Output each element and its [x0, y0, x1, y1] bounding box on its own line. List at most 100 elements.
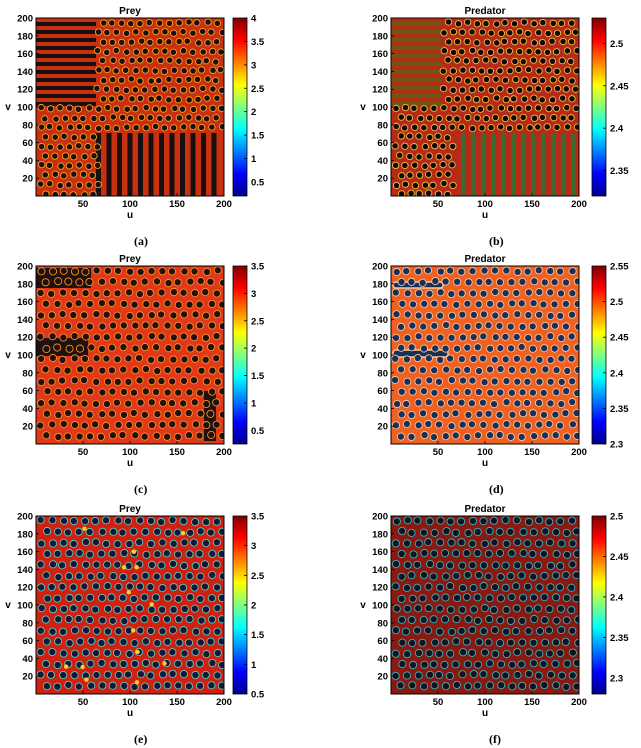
spot: [452, 388, 461, 397]
spot: [123, 105, 131, 113]
spot: [398, 172, 406, 180]
spot: [544, 85, 552, 93]
y-tick-label: 140: [372, 565, 388, 576]
spot: [458, 48, 466, 56]
spot: [199, 48, 207, 56]
spot: [129, 278, 138, 287]
spot: [175, 114, 184, 122]
spot: [568, 377, 577, 386]
spot: [568, 95, 576, 103]
spot: [549, 76, 557, 84]
spot: [491, 671, 500, 680]
y-tick-label: 40: [377, 156, 388, 167]
y-tick-label: 180: [17, 279, 33, 290]
spot: [158, 648, 167, 657]
spot: [36, 311, 46, 320]
spot: [53, 549, 62, 558]
spot: [458, 605, 467, 614]
spot: [546, 288, 555, 297]
spot: [573, 123, 579, 131]
spot: [209, 85, 217, 93]
spot: [468, 267, 477, 276]
spot: [410, 104, 418, 112]
colorbar-tick-label: 3.5: [251, 37, 265, 48]
colorbar: 2.32.352.42.452.52.55: [591, 262, 629, 451]
spot: [195, 431, 204, 440]
spot: [74, 614, 83, 624]
spot: [59, 333, 68, 342]
spot: [163, 593, 172, 602]
spot: [529, 638, 538, 647]
spot: [169, 605, 178, 614]
spot: [174, 571, 183, 580]
spot: [463, 387, 472, 397]
spot: [186, 593, 195, 602]
spot: [96, 432, 105, 441]
y-tick-label: 100: [372, 351, 388, 362]
spot: [413, 516, 422, 525]
spot: [439, 160, 447, 169]
spot: [392, 604, 401, 613]
spot: [553, 29, 562, 37]
spot: [523, 421, 532, 430]
spot: [453, 95, 461, 103]
spot: [206, 409, 215, 418]
spot: [146, 671, 155, 680]
spot: [168, 516, 177, 525]
spot: [506, 86, 514, 95]
spot: [196, 638, 205, 647]
spot: [130, 682, 139, 691]
spot: [572, 682, 579, 691]
spot: [480, 648, 489, 657]
spot: [119, 321, 128, 330]
spot: [103, 266, 112, 275]
spot: [127, 20, 135, 28]
spot: [497, 123, 505, 131]
spot: [397, 365, 406, 374]
spot: [534, 333, 543, 342]
spot: [429, 161, 437, 170]
y-tick-label: 60: [22, 636, 33, 647]
spot: [493, 20, 501, 28]
spot: [165, 96, 173, 104]
spot: [453, 115, 461, 123]
colorbar-tick-label: 2.5: [610, 512, 624, 523]
spot: [163, 321, 172, 330]
spot: [541, 431, 550, 440]
spot: [163, 365, 172, 375]
spot: [407, 410, 416, 420]
spot: [573, 431, 579, 440]
spot: [81, 191, 89, 196]
spot: [436, 288, 445, 297]
spot: [561, 322, 570, 331]
spot: [424, 626, 433, 635]
spot: [193, 19, 201, 27]
spot: [572, 658, 579, 667]
spot: [155, 94, 163, 102]
spot: [136, 516, 145, 525]
x-tick-label: 150: [169, 447, 185, 458]
spot: [557, 354, 566, 363]
spot: [140, 277, 149, 286]
spot: [423, 266, 433, 275]
spot: [113, 266, 123, 275]
spot: [170, 29, 178, 37]
spot: [447, 290, 456, 299]
spot: [572, 104, 579, 113]
colorbar-tick-label: 2.3: [610, 673, 623, 684]
y-tick-label: 40: [22, 654, 33, 665]
stripe: [481, 133, 485, 196]
spot: [98, 322, 107, 331]
spot: [491, 113, 500, 122]
spot: [160, 67, 169, 76]
spot: [439, 67, 447, 75]
spot: [164, 114, 172, 122]
spot: [479, 517, 488, 526]
spot: [524, 65, 533, 74]
y-tick-label: 200: [372, 14, 388, 25]
spot: [441, 277, 450, 286]
spot: [550, 344, 559, 353]
spot: [152, 300, 161, 309]
spot: [147, 267, 156, 276]
spot: [435, 670, 444, 680]
